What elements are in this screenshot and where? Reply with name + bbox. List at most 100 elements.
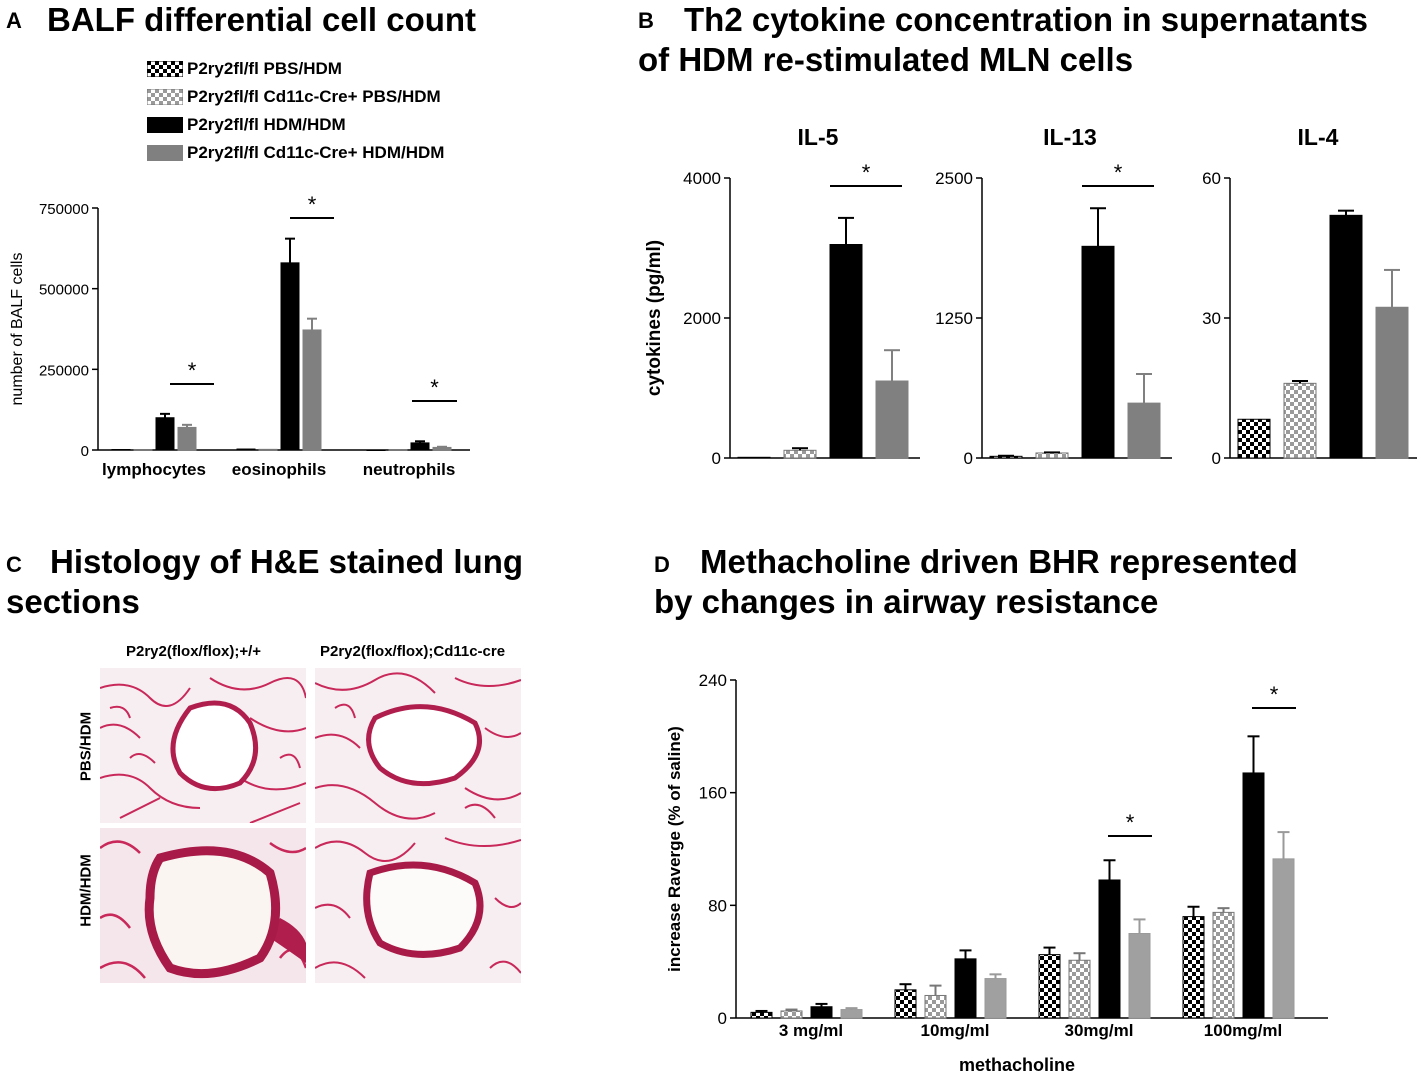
- bar-IL-5-1: [783, 449, 817, 459]
- y-tick-label: 0: [81, 443, 89, 460]
- bar-IL-4-0: [1237, 418, 1271, 459]
- y-tick-label: 0: [964, 449, 973, 468]
- legend-label: P2ry2fl/fl PBS/HDM: [187, 59, 342, 78]
- y-tick-label: 60: [1202, 169, 1221, 188]
- bar-neutrophils-2: [410, 442, 430, 451]
- bar-IL-13-2: [1081, 245, 1115, 459]
- legend: P2ry2fl/fl PBS/HDM P2ry2fl/fl Cd11c-Cre+…: [147, 55, 444, 167]
- bar-3 mg/ml-2: [810, 1006, 833, 1019]
- bar-lymphocytes-2: [155, 417, 175, 451]
- panel-b-title: Th2 cytokine concentration in supernatan…: [638, 0, 1368, 80]
- bar-neutrophils-0: [366, 449, 386, 451]
- bar-3 mg/ml-1: [780, 1010, 803, 1019]
- panel-b-letter: B: [638, 8, 654, 33]
- chart-a-balf: 0 250000 500000 750000 number of BALF cells l…: [9, 192, 470, 479]
- histology-col-label-wt: P2ry2(flox/flox);+/+: [126, 643, 262, 660]
- bar-30mg/ml-0: [1038, 954, 1061, 1019]
- bar-lymphocytes-0: [111, 449, 131, 451]
- bar-10mg/ml-3: [984, 978, 1007, 1019]
- subchart-title: IL-13: [1043, 124, 1097, 150]
- y-tick-label: 30: [1202, 309, 1221, 328]
- bar-IL-4-3: [1375, 306, 1409, 459]
- x-axis-label: methacholine: [959, 1055, 1075, 1075]
- bar-neutrophils-1: [388, 449, 408, 451]
- bar-3 mg/ml-3: [840, 1009, 863, 1019]
- x-tick-label: 30mg/ml: [1065, 1021, 1134, 1040]
- panel-d-title-line1: Methacholine driven BHR represented: [700, 543, 1298, 580]
- bar-IL-5-0: [737, 456, 771, 459]
- bar-IL-4-1: [1283, 382, 1317, 459]
- bar-30mg/ml-2: [1098, 879, 1121, 1019]
- significance-star: *: [308, 192, 317, 217]
- significance-star: *: [862, 160, 871, 185]
- bar-neutrophils-3: [432, 446, 452, 451]
- y-tick-label: 0: [712, 449, 721, 468]
- panel-a-title: BALF differential cell count: [47, 1, 477, 38]
- y-tick-label: 80: [708, 896, 727, 915]
- panel-d-title: Methacholine driven BHR represented by c…: [654, 542, 1298, 622]
- histology-row-label-hdm: HDM/HDM: [77, 854, 95, 927]
- y-tick-label: 0: [718, 1009, 727, 1028]
- y-tick-label: 750000: [39, 201, 89, 218]
- x-tick-label: 3 mg/ml: [779, 1021, 843, 1040]
- bar-100mg/ml-3: [1272, 858, 1295, 1019]
- bar-30mg/ml-3: [1128, 933, 1151, 1019]
- panel-b-title-line1: Th2 cytokine concentration in supernatan…: [684, 1, 1368, 38]
- bar-100mg/ml-1: [1212, 911, 1235, 1019]
- x-tick-label: 10mg/ml: [921, 1021, 990, 1040]
- x-tick-label: 100mg/ml: [1204, 1021, 1282, 1040]
- histology-row-label-pbs: PBS/HDM: [77, 711, 95, 782]
- histology-image-pbs-cre: [315, 668, 521, 823]
- bar-10mg/ml-1: [924, 994, 947, 1019]
- chart-b-cytokines: cytokines (pg/ml) 0 2000 4000 IL-5 * 0 1250 2500…: [644, 124, 1417, 468]
- chart-d-bhr: 0 80 160 240 increase Raverge (% of saline) 3…: [665, 671, 1328, 1075]
- y-axis-label: number of BALF cells: [9, 253, 26, 406]
- y-tick-label: 250000: [39, 362, 89, 379]
- y-tick-label: 160: [699, 784, 727, 803]
- panel-c-title: Histology of H&E stained lung sections: [6, 542, 523, 622]
- y-tick-label: 240: [699, 671, 727, 690]
- legend-label: P2ry2fl/fl Cd11c-Cre+ PBS/HDM: [187, 87, 441, 106]
- subchart-title: IL-4: [1298, 124, 1339, 150]
- bar-eosinophils-3: [302, 329, 322, 451]
- bar-100mg/ml-2: [1242, 772, 1265, 1019]
- significance-star: *: [188, 358, 197, 383]
- bar-lymphocytes-3: [177, 426, 197, 451]
- y-tick-label: 0: [1212, 449, 1221, 468]
- legend-label: P2ry2fl/fl Cd11c-Cre+ HDM/HDM: [187, 143, 445, 162]
- bar-lymphocytes-1: [133, 449, 153, 451]
- bar-10mg/ml-2: [954, 958, 977, 1019]
- panel-b-title-line2: of HDM re-stimulated MLN cells: [638, 41, 1134, 78]
- bar-eosinophils-1: [258, 448, 278, 451]
- legend-label: P2ry2fl/fl HDM/HDM: [187, 115, 346, 134]
- panel-d-title-line2: by changes in airway resistance: [654, 583, 1159, 620]
- bar-3 mg/ml-0: [750, 1011, 773, 1019]
- legend-item: P2ry2fl/fl Cd11c-Cre+ HDM/HDM: [147, 139, 444, 167]
- x-tick-label: neutrophils: [363, 460, 456, 479]
- histology-image-hdm-wt: [100, 828, 306, 983]
- panel-c-title-line2: sections: [6, 583, 140, 620]
- y-tick-label: 2500: [935, 169, 973, 188]
- legend-swatch-checker-light: [147, 89, 183, 105]
- histology-image-pbs-wt: [100, 668, 306, 823]
- x-tick-label: lymphocytes: [102, 460, 206, 479]
- y-tick-label: 1250: [935, 309, 973, 328]
- bar-30mg/ml-1: [1068, 959, 1091, 1019]
- significance-star: *: [430, 375, 439, 400]
- bar-IL-4-2: [1329, 214, 1363, 459]
- bar-IL-5-3: [875, 380, 909, 459]
- y-axis-label: increase Raverge (% of saline): [665, 726, 684, 972]
- subchart-title: IL-5: [798, 124, 839, 150]
- x-tick-label: eosinophils: [232, 460, 326, 479]
- legend-item: P2ry2fl/fl HDM/HDM: [147, 111, 444, 139]
- bar-100mg/ml-0: [1182, 916, 1205, 1019]
- y-axis-label: cytokines (pg/ml): [644, 240, 665, 396]
- legend-swatch-black: [147, 117, 183, 133]
- panel-c-title-line1: Histology of H&E stained lung: [50, 543, 524, 580]
- bar-IL-13-1: [1035, 452, 1069, 459]
- y-tick-label: 4000: [683, 169, 721, 188]
- bar-10mg/ml-0: [894, 989, 917, 1019]
- bar-IL-5-2: [829, 244, 863, 459]
- legend-swatch-grey: [147, 145, 183, 161]
- significance-star: *: [1126, 810, 1135, 835]
